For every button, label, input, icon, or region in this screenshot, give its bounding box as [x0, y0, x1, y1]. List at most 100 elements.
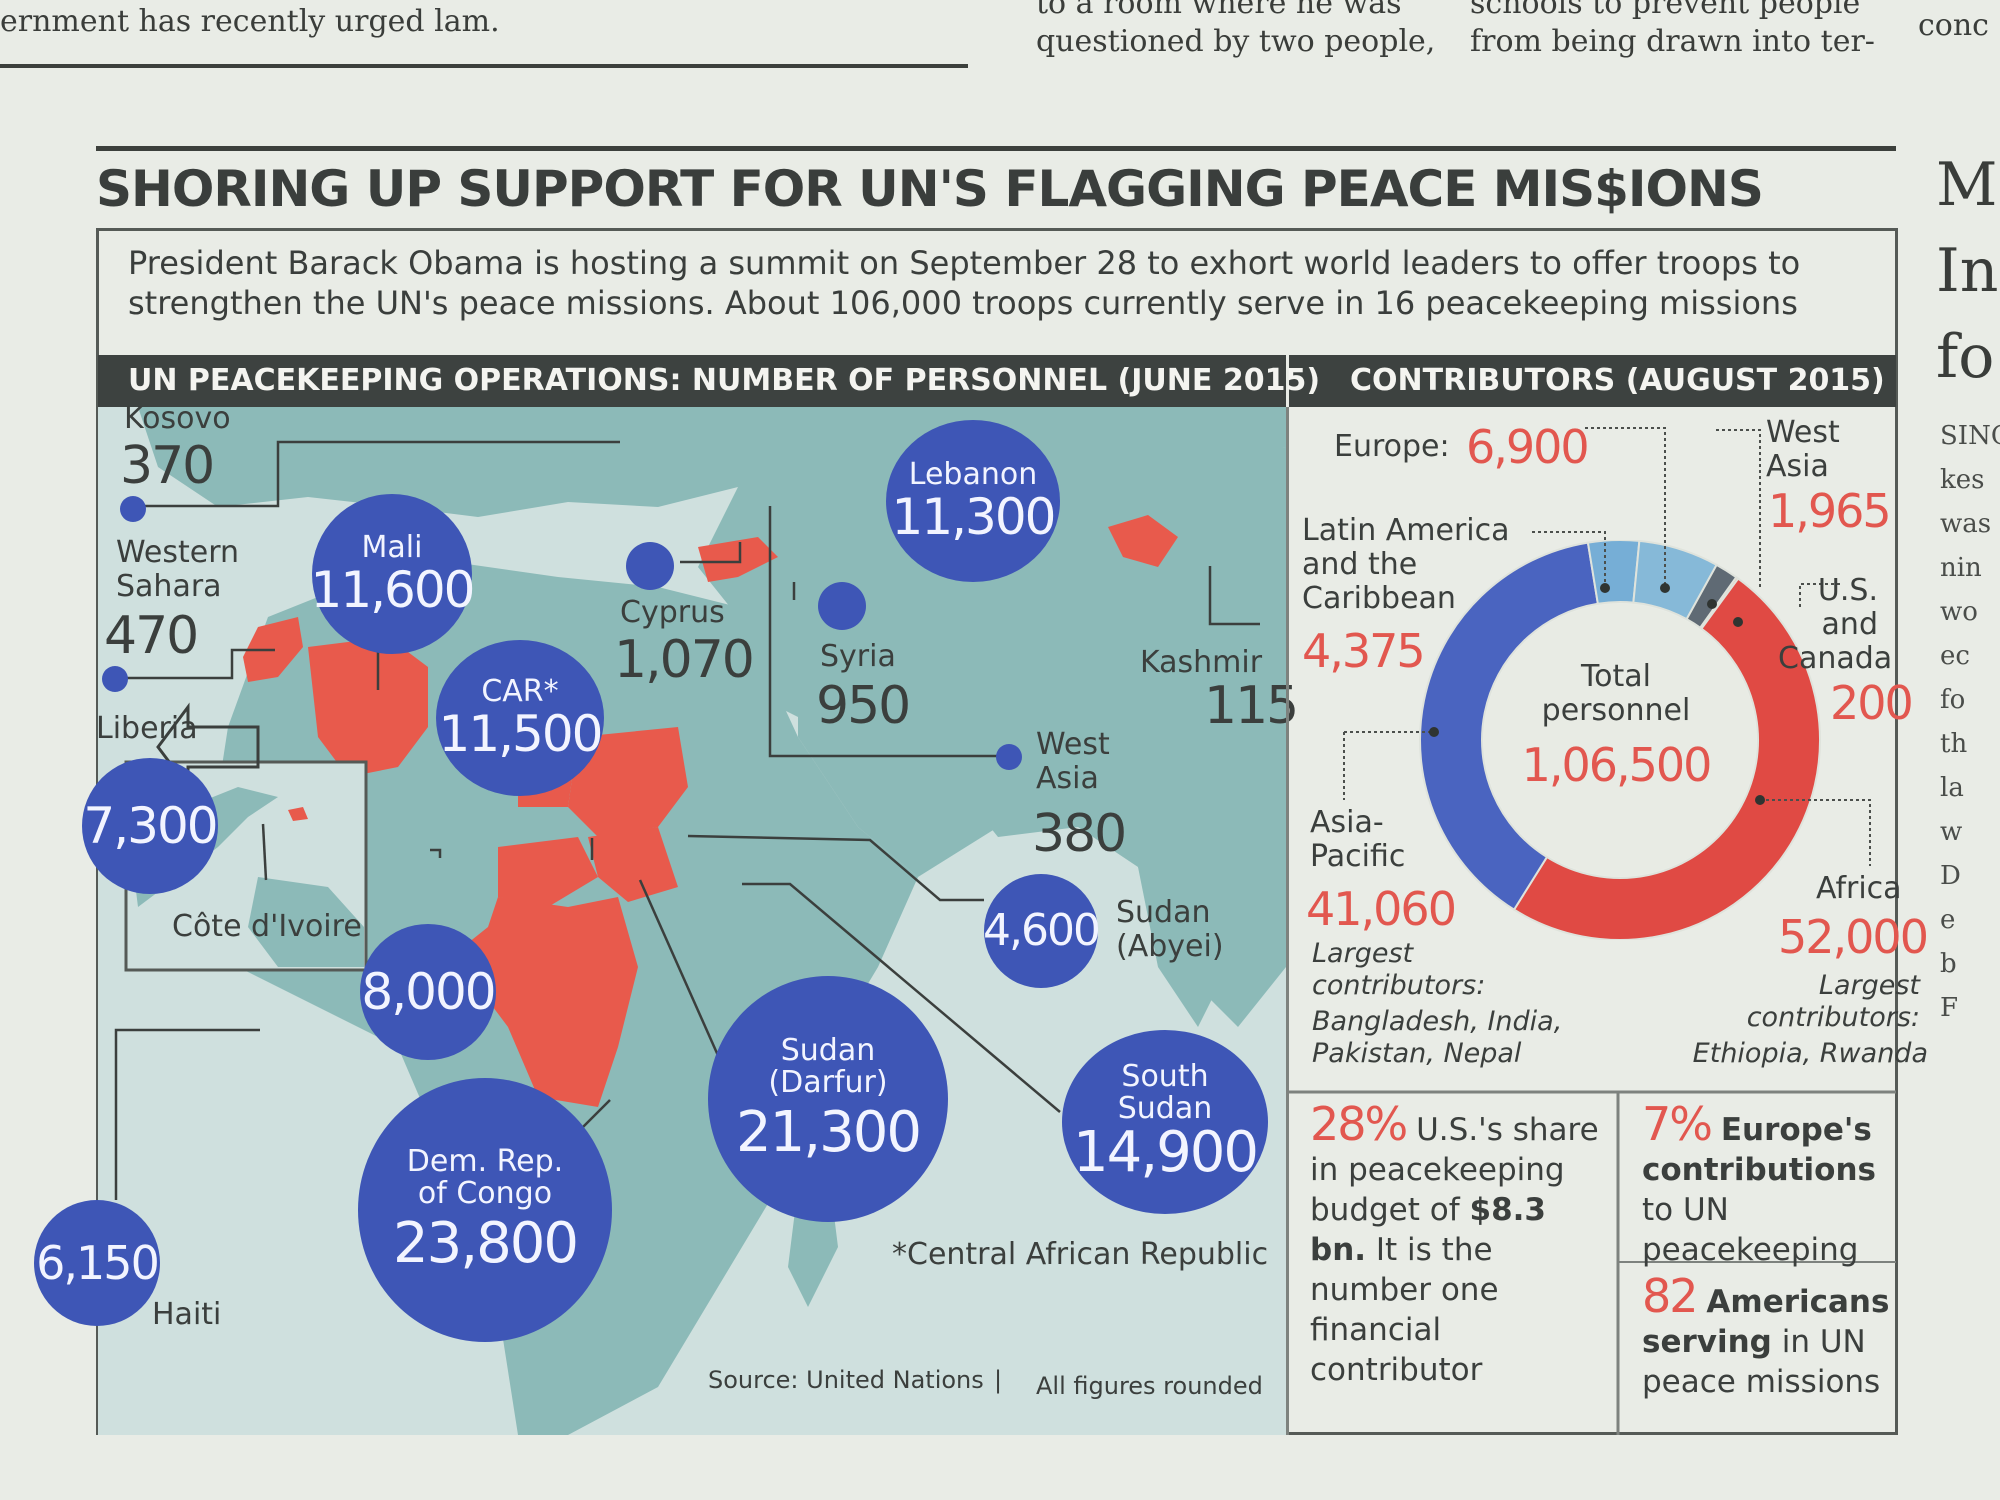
headline-top-rule: [96, 146, 1896, 151]
bubble-south-sudan-value: 14,900: [1073, 1120, 1259, 1186]
bubble-sudan-darfur: Sudan (Darfur) 21,300: [708, 976, 948, 1222]
syria-lebanon-red: [698, 537, 778, 582]
arabia-land: [798, 657, 998, 877]
bubble-drc-value: 23,800: [393, 1211, 579, 1277]
label-cyprus: Cyprus: [620, 595, 725, 630]
fact-americans: 82 Americans serving in UN peace mission…: [1642, 1273, 1892, 1402]
bubble-cote-divoire-value: 8,000: [361, 962, 496, 1021]
bubble-south-sudan: South Sudan 14,900: [1062, 1030, 1268, 1214]
bubble-haiti-value: 6,150: [36, 1235, 160, 1290]
fragment-rule-left: [0, 64, 968, 68]
bubble-liberia-value: 7,300: [83, 796, 218, 855]
donut-hole: [1484, 604, 1756, 876]
side-column-word: was: [1940, 509, 1992, 539]
label-cote-divoire: Côte d'Ivoire: [172, 909, 362, 944]
map-section-bar: [98, 355, 1286, 407]
mali-red: [308, 637, 428, 777]
bubble-liberia: 7,300: [82, 758, 219, 894]
donut-center-value: 1,06,500: [1521, 738, 1713, 792]
value-kashmir: 115: [1204, 676, 1299, 736]
fact-am-text: in UN peace missions: [1642, 1324, 1881, 1400]
newsprint-fragment-right: from being drawn into ter-: [1470, 24, 1875, 59]
label-west-asia: West Asia: [1036, 727, 1110, 796]
fact-us-bold: $8.3 bn.: [1310, 1192, 1547, 1268]
kashmir-red: [1108, 515, 1178, 567]
label-kosovo: Kosovo: [124, 401, 231, 436]
dot-cyprus: [626, 542, 674, 590]
intro-text: President Barack Obama is hosting a summ…: [128, 244, 1801, 322]
dot-kosovo: [120, 496, 146, 522]
bubble-sudan-abyei: 4,600: [983, 874, 1101, 988]
value-west-asia-contrib: 1,965: [1768, 484, 1892, 538]
contrib-section-title: CONTRIBUTORS (AUGUST 2015): [1350, 363, 1885, 398]
africa-largest-list: Ethiopia, Rwanda: [1692, 1038, 1928, 1069]
contrib-section-bar: [1289, 355, 1896, 407]
value-us-canada: 200: [1830, 676, 1914, 730]
side-column-word: b: [1940, 949, 1957, 979]
side-column-word: nin: [1940, 553, 1982, 583]
newsprint-fragment-left: ernment has recently urged lam.: [0, 4, 500, 39]
bubble-car-name: CAR*: [481, 674, 559, 709]
value-latam: 4,375: [1302, 624, 1426, 678]
bubble-sudan-abyei-value: 4,600: [983, 904, 1101, 956]
side-column-word: e: [1940, 905, 1956, 935]
fact-us-pct: 28%: [1310, 1097, 1408, 1151]
label-asia-pacific: Asia-Pacific: [1310, 805, 1406, 874]
donut-slice-west-asia: [1685, 563, 1738, 630]
side-column-word: ec: [1940, 641, 1970, 671]
label-africa: Africa: [1816, 871, 1902, 906]
map-section-title: UN PEACEKEEPING OPERATIONS: NUMBER OF PE…: [128, 363, 1321, 398]
africa-largest-label: Largest contributors:: [1746, 970, 1920, 1033]
fact-eu-text: to UN peacekeeping: [1642, 1192, 1859, 1268]
newsprint-fragment-mid: questioned by two people,: [1036, 24, 1436, 59]
asia-largest-list: Bangladesh, India, Pakistan, Nepal: [1312, 1006, 1563, 1069]
bubble-mali: Mali 11,600: [310, 494, 476, 654]
dot-western-sahara: [102, 666, 128, 692]
dot-syria: [818, 582, 866, 630]
source-note: Source: United Nations: [708, 1366, 984, 1394]
side-column-word: w: [1940, 817, 1963, 847]
bubble-haiti: 6,150: [34, 1200, 160, 1326]
side-column-word: D: [1940, 861, 1961, 891]
sudan-red: [568, 727, 688, 837]
south-sudan-red: [588, 827, 678, 902]
bubble-car-value: 11,500: [438, 704, 604, 763]
bubble-mali-value: 11,600: [310, 560, 476, 619]
bubble-lebanon-name: Lebanon: [908, 457, 1038, 492]
drc-red: [438, 897, 638, 1107]
figures-note: All figures rounded: [1036, 1372, 1263, 1400]
side-column-word: SING: [1940, 421, 2000, 451]
india-land: [1138, 857, 1248, 1027]
bubble-cote-divoire: 8,000: [360, 924, 497, 1060]
label-syria: Syria: [820, 639, 896, 674]
contributors-donut: [1419, 540, 1821, 940]
bubble-mali-name: Mali: [361, 530, 423, 565]
donut-slice-africa: [1512, 577, 1821, 940]
source-separator: |: [994, 1366, 1003, 1394]
fact-am-bold: Americans serving: [1642, 1284, 1890, 1360]
label-latam: Latin America and the Caribbean: [1302, 513, 1510, 616]
car-red: [498, 837, 598, 907]
value-syria: 950: [816, 676, 911, 736]
value-asia-pacific: 41,060: [1306, 882, 1457, 936]
value-western-sahara: 470: [104, 606, 199, 666]
bubble-car: CAR* 11,500: [436, 640, 604, 796]
bubble-sudan-darfur-value: 21,300: [736, 1100, 922, 1166]
side-column-word: kes: [1940, 465, 1985, 495]
label-west-asia-contrib: West Asia: [1766, 415, 1840, 484]
value-africa: 52,000: [1778, 910, 1929, 964]
label-liberia: Liberia: [96, 711, 198, 746]
label-europe: Europe:: [1334, 429, 1450, 464]
side-column-word: F: [1940, 993, 1959, 1023]
side-column-word: fo: [1940, 685, 1966, 715]
haiti-red: [288, 807, 308, 821]
side-letter-m: M: [1936, 150, 1998, 220]
label-western-sahara: Western Sahara: [116, 535, 240, 604]
dot-west-asia: [996, 744, 1022, 770]
fact-us-text2: It is the number one financial contribut…: [1310, 1232, 1499, 1388]
fact-us-share: 28% U.S.'s share in peacekeeping budget …: [1310, 1101, 1610, 1390]
map-footnote: *Central African Republic: [892, 1237, 1269, 1272]
